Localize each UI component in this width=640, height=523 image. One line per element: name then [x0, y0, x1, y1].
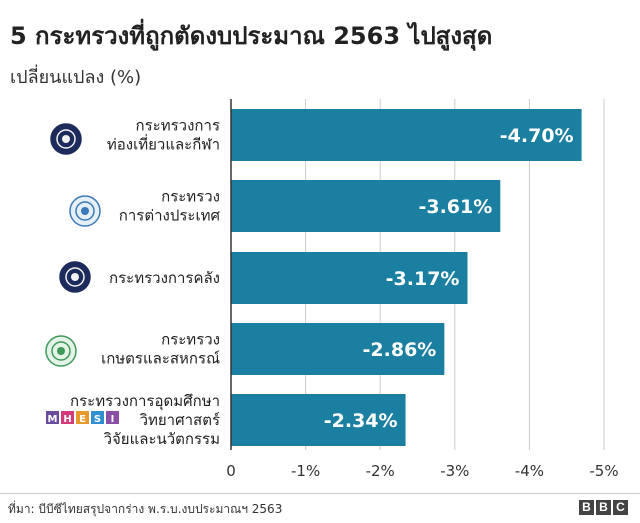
data-label: -2.86%: [363, 339, 437, 361]
finance-seal-icon: [59, 261, 91, 293]
x-tick-label: 0: [226, 462, 236, 480]
agriculture-seal-icon: [45, 335, 77, 367]
category-label: กระทรวงการ: [136, 117, 220, 135]
bbc-logo-letter: C: [613, 500, 628, 515]
bar: [231, 180, 501, 232]
bbc-logo-letter: B: [596, 500, 611, 515]
source-note: ที่มา: บีบีซีไทยสรุปจากร่าง พ.ร.บ.งบประม…: [8, 502, 283, 516]
bar: [231, 394, 406, 446]
category-label: กระทรวงการคลัง: [109, 269, 220, 287]
category-label: ท่องเที่ยวและกีฬา: [107, 134, 220, 154]
data-label: -2.34%: [324, 410, 398, 432]
data-label: -3.61%: [418, 196, 492, 218]
x-tick-label: -3%: [440, 462, 469, 480]
category-label: การต่างประเทศ: [119, 207, 221, 225]
x-tick-label: -5%: [589, 462, 618, 480]
footer-divider: [0, 493, 640, 494]
bbc-logo-letter: B: [579, 500, 594, 515]
category-label: เกษตรและสหกรณ์: [101, 350, 220, 368]
bar-chart: -4.70% -3.61% -3.17% -2.86% -2.34% 0 -1% -2% -3%…: [45, 99, 619, 480]
chart-subtitle: เปลี่ยนแปลง (%): [10, 67, 142, 88]
x-tick-label: -4%: [515, 462, 544, 480]
category-label: กระทรวง: [161, 331, 220, 349]
svg-text:M: M: [48, 414, 58, 425]
foreign-affairs-seal-icon: [69, 195, 101, 227]
category-label: กระทรวง: [161, 188, 220, 206]
category-label: กระทรวงการอุดมศึกษา: [70, 392, 220, 411]
bar: [231, 109, 582, 161]
data-label: -3.17%: [386, 268, 460, 290]
category-label: วิทยาศาสตร์: [139, 411, 220, 429]
category-label: วิจัยและนวัตกรรม: [103, 430, 220, 448]
svg-text:H: H: [63, 414, 71, 425]
bar: [231, 323, 445, 375]
x-tick-label: -2%: [366, 462, 395, 480]
svg-text:E: E: [79, 414, 86, 425]
svg-text:I: I: [111, 414, 115, 425]
chart-title: 5 กระทรวงที่ถูกตัดงบประมาณ 2563 ไปสูงสุด: [10, 22, 493, 50]
svg-text:S: S: [94, 414, 101, 425]
tourism-sports-seal-icon: [50, 123, 82, 155]
data-label: -4.70%: [500, 125, 574, 147]
x-tick-label: -1%: [291, 462, 320, 480]
bar: [231, 252, 468, 304]
bbc-logo: B B C: [579, 500, 628, 515]
